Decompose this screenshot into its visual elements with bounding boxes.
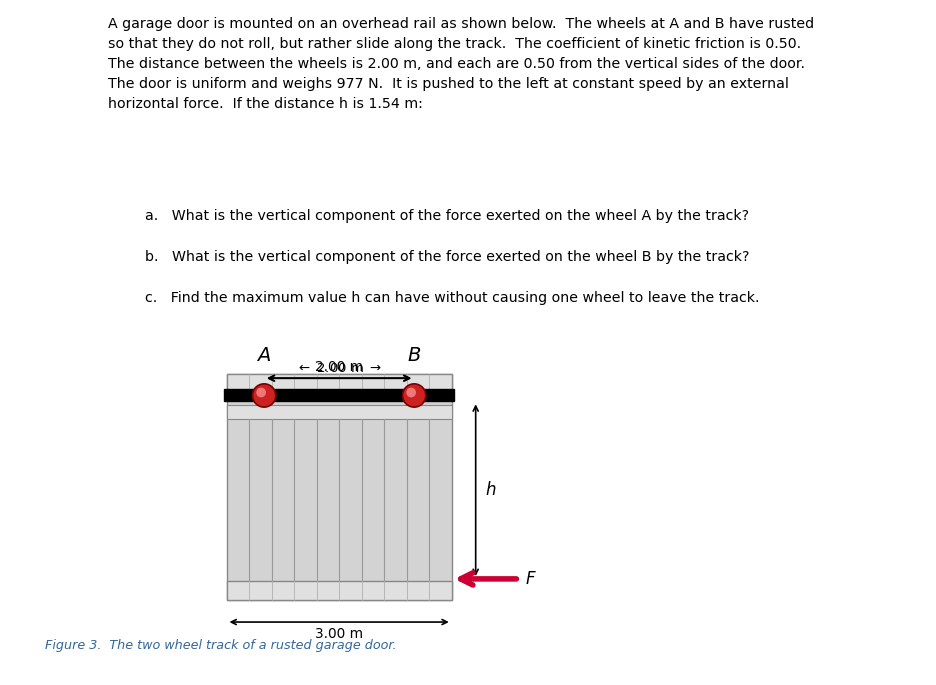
Text: h: h	[485, 481, 495, 499]
Text: F: F	[525, 570, 534, 588]
Text: c.   Find the maximum value h can have without causing one wheel to leave the tr: c. Find the maximum value h can have wit…	[145, 291, 759, 305]
Text: $\leftarrow$ 2.00 m $\rightarrow$: $\leftarrow$ 2.00 m $\rightarrow$	[296, 362, 382, 375]
Circle shape	[402, 384, 425, 407]
Text: A garage door is mounted on an overhead rail as shown below.  The wheels at A an: A garage door is mounted on an overhead …	[108, 17, 813, 112]
Circle shape	[252, 384, 275, 407]
Text: b.   What is the vertical component of the force exerted on the wheel B by the t: b. What is the vertical component of the…	[145, 250, 749, 264]
Circle shape	[406, 388, 416, 397]
Text: 2.00 m: 2.00 m	[314, 360, 363, 375]
Text: a.   What is the vertical component of the force exerted on the wheel A by the t: a. What is the vertical component of the…	[145, 209, 749, 223]
Bar	[227, 406, 451, 419]
Bar	[227, 375, 451, 391]
Circle shape	[256, 388, 266, 397]
Text: 3.00 m: 3.00 m	[314, 627, 363, 640]
Text: B: B	[407, 347, 420, 366]
Bar	[224, 390, 453, 401]
Text: Figure 3.  The two wheel track of a rusted garage door.: Figure 3. The two wheel track of a ruste…	[45, 639, 396, 652]
Bar	[227, 375, 451, 599]
Bar	[227, 581, 451, 599]
Text: A: A	[257, 347, 271, 366]
